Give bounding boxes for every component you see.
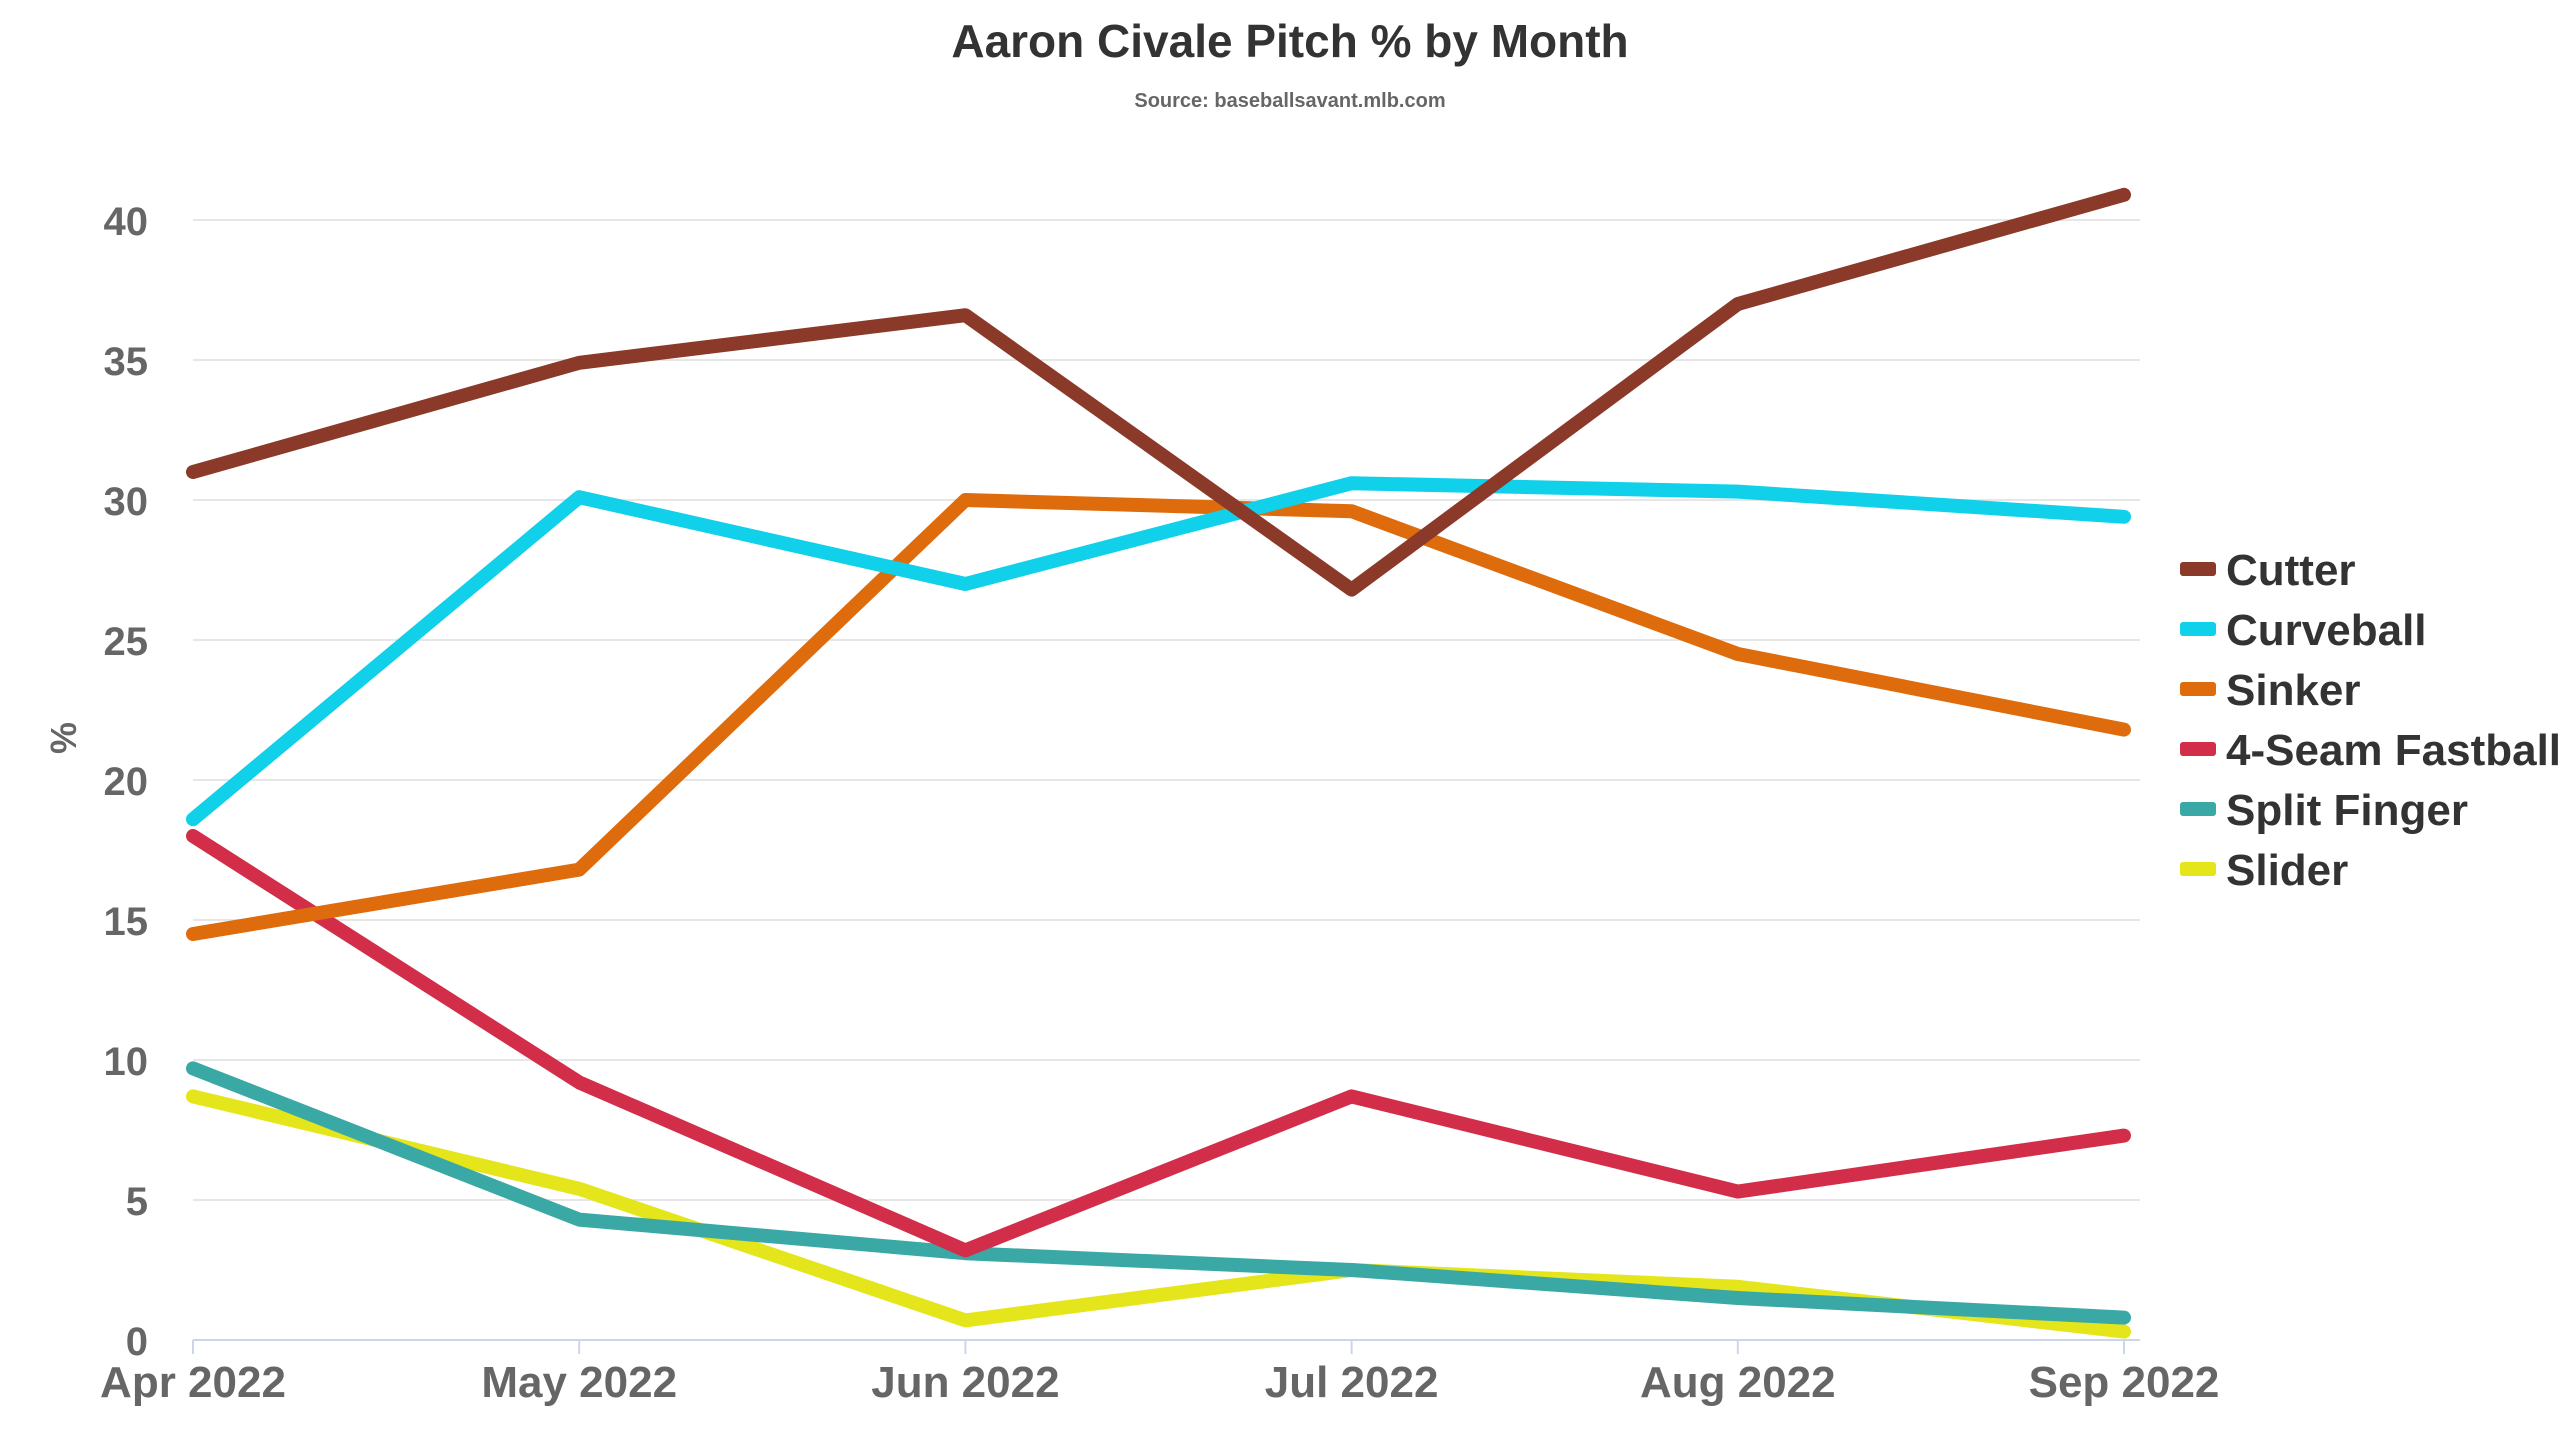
x-tick-label: Jul 2022 [1265,1358,1439,1407]
y-tick-label: 0 [126,1320,148,1364]
x-tick-label: Jun 2022 [871,1358,1059,1407]
series-line-4-seam-fastball [186,829,2131,1258]
series-line-cutter [186,187,2131,597]
y-tick-label: 15 [104,900,149,944]
legend-label-sinker: Sinker [2226,666,2361,715]
y-axis-title: % [43,722,84,754]
x-tick-label: Apr 2022 [100,1358,286,1407]
series-line-sinker [186,493,2131,941]
legend-label-cutter: Cutter [2226,546,2356,595]
y-tick-label: 5 [126,1180,148,1224]
series-lines [186,187,2131,1339]
y-tick-label: 10 [104,1040,149,1084]
axes: 0 5 10 15 20 25 30 35 40 Apr 2022 May 2022 Jun 2022… [100,200,2219,1407]
legend-label-split-finger: Split Finger [2226,786,2468,835]
chart-title: Aaron Civale Pitch % by Month [951,15,1628,67]
y-tick-label: 40 [104,200,149,244]
x-tick-label: May 2022 [481,1358,677,1407]
legend-label-curveball: Curveball [2226,606,2427,655]
legend-label-slider: Slider [2226,846,2348,895]
legend-swatch-curveball [2180,622,2216,636]
series-line-curveball [186,476,2131,827]
series-line-split-finger [186,1061,2131,1325]
legend-swatch-4-seam-fastball [2180,742,2216,756]
legend-swatch-sinker [2180,682,2216,696]
legend-swatch-cutter [2180,562,2216,576]
legend: Cutter Curveball Sinker 4-Seam Fastball Spli… [2180,546,2560,895]
x-tick-label: Sep 2022 [2029,1358,2220,1407]
y-tick-label: 20 [104,760,149,804]
legend-swatch-split-finger [2180,802,2216,816]
legend-swatch-slider [2180,862,2216,876]
chart-subtitle: Source: baseballsavant.mlb.com [1134,90,1445,112]
gridlines [193,219,2140,1201]
y-tick-label: 35 [104,340,149,384]
y-tick-label: 25 [104,620,149,664]
y-tick-label: 30 [104,480,149,524]
x-tick-label: Aug 2022 [1640,1358,1836,1407]
legend-label-4-seam-fastball: 4-Seam Fastball [2226,726,2560,775]
